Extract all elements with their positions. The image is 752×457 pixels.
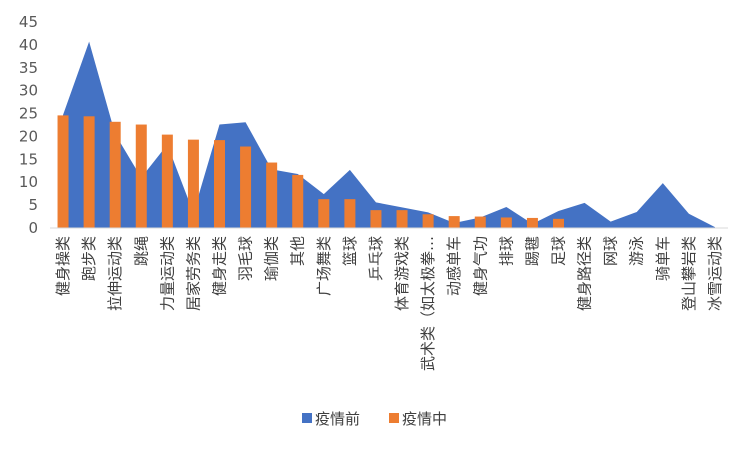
bar-during — [370, 210, 382, 228]
x-category-label: 广场舞类 — [315, 236, 333, 296]
y-tick-label: 30 — [19, 82, 38, 100]
bar-series-layer — [57, 115, 564, 228]
bar-during — [214, 140, 225, 228]
x-category-label: 健身操类 — [54, 236, 72, 296]
y-tick-label: 35 — [19, 59, 38, 77]
bar-during — [57, 115, 69, 228]
x-category-label: 健身气功 — [471, 236, 489, 296]
legend: 疫情前 疫情中 — [302, 410, 447, 428]
bar-during — [266, 162, 278, 228]
bar-during — [526, 217, 538, 228]
x-category-label: 排球 — [497, 236, 515, 266]
bar-during — [83, 116, 95, 228]
bar-during — [161, 134, 173, 228]
x-category-label: 篮球 — [341, 236, 359, 266]
bar-during — [396, 210, 408, 228]
x-category-label: 乒乓球 — [367, 236, 385, 281]
y-tick-label: 0 — [28, 219, 38, 237]
x-category-label: 拉伸运动类 — [106, 236, 124, 311]
x-category-label: 网球 — [602, 236, 620, 266]
x-category-label: 骑单车 — [654, 236, 672, 281]
y-tick-label: 5 — [28, 196, 38, 214]
bar-during — [474, 216, 486, 228]
y-tick-label: 25 — [19, 105, 38, 123]
x-category-label: 冰雪运动类 — [706, 236, 724, 311]
bar-during — [109, 121, 121, 228]
bar-during — [553, 218, 564, 228]
bar-during — [344, 199, 356, 228]
x-category-label: 其他 — [289, 236, 307, 266]
bar-during — [135, 124, 147, 228]
bar-during — [448, 216, 460, 228]
bar-during — [422, 214, 434, 228]
x-category-label: 力量运动类 — [158, 236, 176, 311]
x-category-label: 动感单车 — [445, 236, 463, 296]
x-category-label: 居家劳务类 — [184, 236, 202, 311]
area-series-before — [63, 41, 715, 228]
y-tick-label: 15 — [19, 150, 38, 168]
x-category-label: 健身路径类 — [576, 236, 594, 311]
y-tick-label: 45 — [19, 13, 38, 31]
bar-during — [318, 199, 330, 228]
x-category-label: 跳绳 — [132, 236, 150, 266]
legend-label-during: 疫情中 — [402, 410, 447, 428]
bar-during — [500, 217, 512, 228]
area-series-layer — [63, 41, 715, 228]
y-tick-label: 20 — [19, 127, 38, 145]
x-category-label: 登山攀岩类 — [680, 236, 698, 311]
y-tick-label: 40 — [19, 36, 38, 54]
x-category-label: 足球 — [550, 236, 568, 266]
bar-during — [240, 146, 252, 228]
x-category-label: 瑜伽类 — [263, 236, 281, 281]
x-category-label: 游泳 — [628, 236, 646, 266]
bar-during — [292, 174, 304, 228]
x-category-label: 羽毛球 — [237, 236, 255, 281]
legend-swatch-before — [302, 413, 312, 423]
x-category-label: 体育游戏类 — [393, 236, 411, 311]
y-tick-label: 10 — [19, 173, 38, 191]
legend-swatch-during — [389, 413, 399, 423]
x-category-label: 踢毽 — [523, 236, 541, 266]
x-axis: 健身操类 跑步类 拉伸运动类 跳绳 力量运动类 居家劳务类 健身走类 羽毛球 瑜伽类 其他 广场舞类… — [54, 236, 724, 371]
y-axis: 0 5 10 15 20 25 30 35 40 45 — [19, 13, 38, 237]
x-category-label: 跑步类 — [80, 236, 98, 281]
bar-during — [187, 139, 199, 228]
x-category-label: 健身走类 — [211, 236, 229, 296]
legend-label-before: 疫情前 — [315, 410, 360, 428]
x-category-label: 武术类（如太极拳… — [419, 236, 437, 371]
